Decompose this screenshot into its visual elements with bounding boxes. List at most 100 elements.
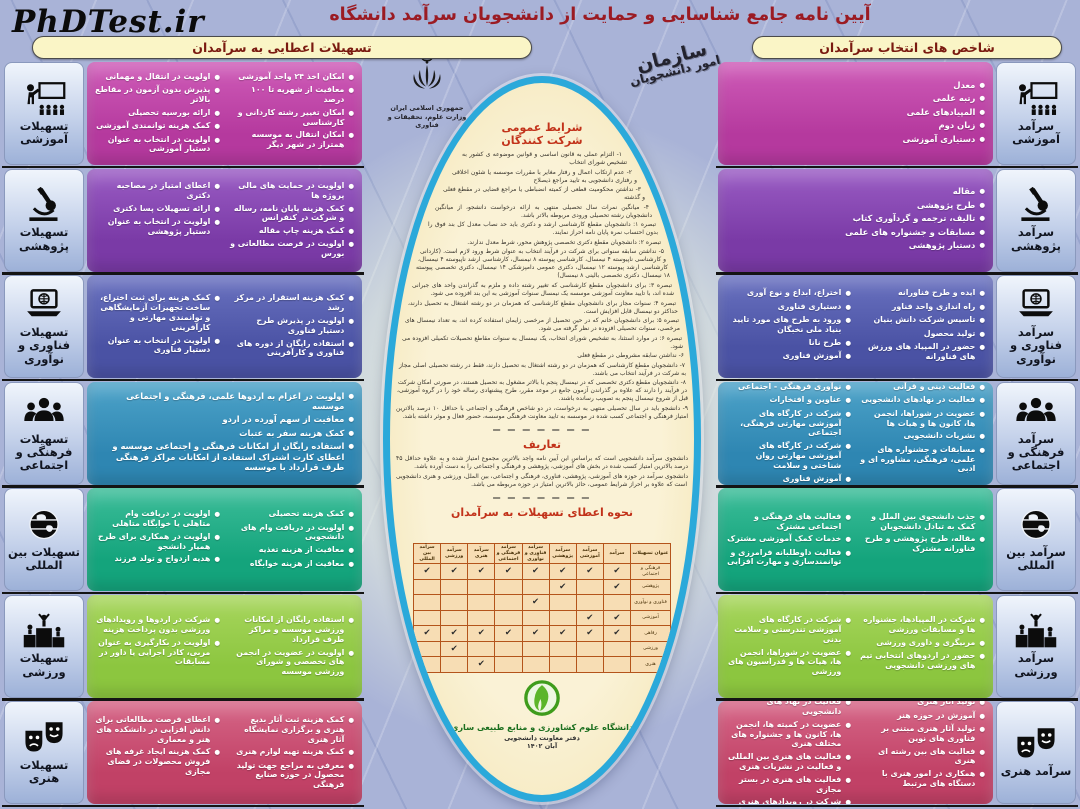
list-item: ● ارائه تسهیلات پسا دکتری <box>113 203 220 213</box>
empty-cell <box>412 609 442 627</box>
empty-cell <box>467 578 496 596</box>
list-item: ● کمک هزینه استقرار در مرکز رشد <box>234 293 354 313</box>
bullet-icon: ● <box>979 701 985 707</box>
list-item: ● عناوین و افتخارات <box>769 395 851 405</box>
list-item: ● شرکت در اردوها و رویدادهای ورزشی بدون پ… <box>96 615 220 634</box>
indicator-items-education: ● معدل ● رتبه علمی ● المپیادهای علمی ● زبان دوم… <box>718 62 993 165</box>
bullet-icon: ● <box>348 648 354 657</box>
iran-emblem-icon <box>407 58 447 104</box>
bullet-icon: ● <box>348 339 354 348</box>
list-item: ● اولویت در دریافت وام های دانشجویی <box>240 522 354 542</box>
indicator-section-education: ● معدل ● رتبه علمی ● المپیادهای علمی ● زبان دوم… <box>716 62 1078 168</box>
check-cell: ✔ <box>575 625 604 642</box>
university-leaf-logo <box>523 680 561 721</box>
empty-cell <box>412 656 442 673</box>
indicator-items-technology: ● ایده و طرح فناورانه ● راه اندازی واحد فنا… <box>718 275 993 378</box>
list-item: ● شرکت در رویدادهای هنری <box>726 797 851 804</box>
condition-paragraph: تبصره ۲: دانشجویان مقطع دکتری تخصصی پژوه… <box>467 238 661 246</box>
row-label: فرهنگی و اجتماعی <box>630 563 671 580</box>
empty-cell <box>440 656 469 673</box>
check-cell: ✔ <box>521 594 550 611</box>
list-item: ● استفاده رایگان از امکانات ورزشی موسسه و… <box>244 615 354 644</box>
table-corner-header: عنوان تسهیلات <box>630 542 671 565</box>
check-cell: ✔ <box>521 563 550 580</box>
bullet-icon: ● <box>979 652 985 661</box>
university-name: دانشگاه علوم کشاورزی و منابع طبیعی ساری <box>450 722 634 732</box>
list-item: ● معافیت از شهریه تا ۱۰۰ درصد <box>251 85 354 105</box>
facilities-column-header: تسهیلات اعطایی به سرآمدان <box>32 36 532 59</box>
facility-grant-matrix: عنوان تسهیلات سرآمد سرآمد آموزشی سرآمد پژوه… <box>412 542 671 673</box>
empty-cell <box>548 640 577 658</box>
people-group-icon <box>1013 394 1059 430</box>
bullet-icon: ● <box>845 289 851 298</box>
condition-paragraph: تبصره ۵: برای دانشجویان خانم که در حین ت… <box>405 317 680 333</box>
bullet-icon: ● <box>979 396 985 405</box>
globe-icon <box>21 507 67 543</box>
bullet-icon: ● <box>845 548 851 557</box>
list-item: ● ورود به طرح های مورد تایید بنیاد ملی نخ… <box>732 315 851 334</box>
country-name: جمهوری اسلامی ایران <box>390 104 464 112</box>
bullet-icon: ● <box>214 638 220 647</box>
empty-cell <box>440 594 469 611</box>
list-item: ● معافیت از سهم آورده در اردو <box>222 414 354 425</box>
bullet-icon: ● <box>979 134 985 143</box>
list-item: ● امکان انتقال به موسسه همتراز در شهر دیگ… <box>251 130 354 150</box>
list-item: ● مسابقات و جشنواره های علمی، فرهنگی، مشا… <box>860 444 985 474</box>
list-item: ● اولویت در انتخاب به عنوان دستیار فناوری <box>107 335 220 355</box>
list-item: ● رتبه علمی <box>932 93 985 104</box>
list-item: ● اختراع، ابداع و نوع آوری <box>746 288 851 298</box>
list-item: ● خدمات کمک آموزشی مشترک <box>727 534 851 544</box>
check-cell: ✔ <box>602 578 632 596</box>
checkmark-icon: ✔ <box>423 628 431 639</box>
checkmark-icon: ✔ <box>559 566 567 577</box>
empty-cell <box>412 640 442 658</box>
list-item: ● اولویت در بکارگیری به عنوان مربی، کادر … <box>98 637 220 667</box>
checkmark-icon: ✔ <box>423 566 431 577</box>
globe-icon <box>1013 507 1059 543</box>
bullet-icon: ● <box>214 336 220 345</box>
bullet-icon: ● <box>845 316 851 325</box>
ministry-name: وزارت علوم، تحقیقات و فناوری <box>387 112 467 130</box>
list-item: ● اولویت در انتخاب به عنوان دستیار آموزشی <box>107 134 220 154</box>
list-item: ● فعالیت در نهاد های دانشجویی <box>726 701 851 717</box>
checkmark-icon: ✔ <box>477 628 485 639</box>
bullet-icon: ● <box>845 701 851 707</box>
empty-cell <box>467 594 496 611</box>
check-cell: ✔ <box>602 563 632 580</box>
indicator-tile-research: سرآمد پژوهشی <box>996 168 1076 272</box>
indicator-tile-cultural: سرآمد فرهنگی و اجتماعی <box>996 381 1076 485</box>
podium-winner-icon <box>1013 613 1059 649</box>
bullet-icon: ● <box>979 227 985 236</box>
facility-tile-label: تسهیلات پژوهشی <box>19 225 69 253</box>
row-label: ورزشی <box>630 640 671 658</box>
check-cell: ✔ <box>548 563 577 580</box>
bullet-icon: ● <box>214 217 220 226</box>
grant-table-title: نحوه اعطای تسهیلات به سرآمدان <box>450 505 633 519</box>
bullet-icon: ● <box>845 753 851 762</box>
indicator-items-research: ● مقاله ● طرح پژوهشی ● تالیف، ترجمه و گردآوری… <box>718 168 993 272</box>
bullet-icon: ● <box>348 415 354 424</box>
empty-cell <box>521 656 550 673</box>
empty-cell <box>575 640 604 658</box>
indicator-tile-international: سرآمد بین المللی <box>996 488 1076 591</box>
list-item: ● آموزش فناوری <box>782 351 851 361</box>
indicators-column-header: شاخص های انتخاب سرآمدان <box>752 36 1062 59</box>
bullet-icon: ● <box>348 227 354 236</box>
list-item: ● اولویت در پذیرش طرح دستیار فناوری <box>256 315 354 335</box>
facility-tile-label: تسهیلات فرهنگی و اجتماعی <box>15 431 73 473</box>
bullet-icon: ● <box>979 80 985 89</box>
bullet-icon: ● <box>979 409 985 418</box>
bullet-icon: ● <box>348 546 354 555</box>
facility-tile-international: تسهیلات بین المللی <box>4 488 84 591</box>
list-item: ● طرح پژوهشی <box>916 199 985 210</box>
list-item: ● زبان دوم <box>938 120 986 131</box>
facility-section-sports: تسهیلات ورزشی ● استفاده رایگان از امکانات … <box>2 594 364 701</box>
indicator-section-sports: ● شرکت در المپیادها، جشنواره ها و مسابقات… <box>716 594 1078 701</box>
list-item: ● اولویت در حمایت های مالی پروژه ها <box>238 180 354 200</box>
empty-cell <box>412 594 442 611</box>
empty-cell <box>602 594 632 611</box>
list-item: ● معافیت از هزینه خوابگاه <box>249 558 354 568</box>
bullet-icon: ● <box>348 294 354 303</box>
indicator-tile-label: سرآمد فناوری و نوآوری <box>1009 325 1062 366</box>
